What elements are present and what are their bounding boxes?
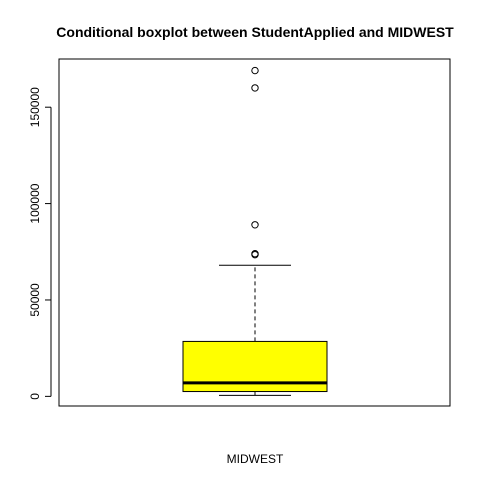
x-axis-label: MIDWEST	[227, 452, 284, 466]
box-group	[182, 66, 328, 396]
y-axis: 0 50000 100000 150000	[28, 87, 52, 400]
y-tick-label: 0	[28, 393, 42, 400]
y-tick-label: 100000	[28, 183, 42, 223]
outlier-point	[251, 250, 259, 259]
y-tick-label: 150000	[28, 87, 42, 127]
plot-frame	[58, 58, 451, 407]
chart-title: Conditional boxplot between StudentAppli…	[56, 24, 454, 40]
y-tick-label: 50000	[28, 283, 42, 317]
boxes	[182, 66, 328, 396]
outlier-point	[251, 84, 259, 92]
outlier-point	[251, 66, 259, 75]
outlier-point	[251, 221, 259, 229]
